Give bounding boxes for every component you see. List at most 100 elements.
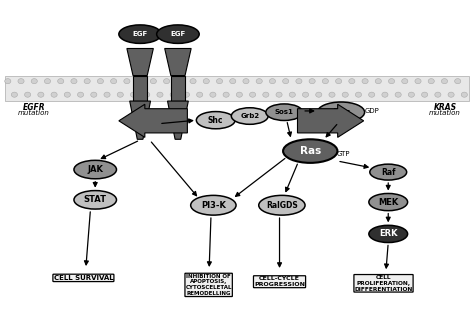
Ellipse shape <box>428 79 434 84</box>
Ellipse shape <box>170 92 176 97</box>
Ellipse shape <box>389 79 395 84</box>
Text: EGFR: EGFR <box>175 111 181 129</box>
Ellipse shape <box>104 92 110 97</box>
Text: ERK: ERK <box>379 229 398 238</box>
Ellipse shape <box>266 104 303 121</box>
Ellipse shape <box>230 79 236 84</box>
Ellipse shape <box>263 92 269 97</box>
Ellipse shape <box>117 92 123 97</box>
Ellipse shape <box>197 92 203 97</box>
Ellipse shape <box>157 92 163 97</box>
Ellipse shape <box>58 79 64 84</box>
Ellipse shape <box>362 79 368 84</box>
Ellipse shape <box>356 92 362 97</box>
Ellipse shape <box>283 79 289 84</box>
Text: EGF: EGF <box>133 31 148 37</box>
Ellipse shape <box>259 196 305 215</box>
Ellipse shape <box>369 92 375 97</box>
Ellipse shape <box>196 112 235 129</box>
Ellipse shape <box>77 92 83 97</box>
Ellipse shape <box>11 92 18 97</box>
Ellipse shape <box>137 79 143 84</box>
Text: mutation: mutation <box>18 110 50 116</box>
Text: CELL SURVIVAL: CELL SURVIVAL <box>54 275 113 281</box>
Ellipse shape <box>203 79 210 84</box>
Ellipse shape <box>382 92 388 97</box>
Ellipse shape <box>401 79 408 84</box>
Ellipse shape <box>342 92 348 97</box>
Text: STAT: STAT <box>84 195 107 204</box>
Ellipse shape <box>74 160 117 179</box>
Text: GTP: GTP <box>337 151 350 156</box>
Text: Raf: Raf <box>381 168 395 177</box>
Text: KRAS: KRAS <box>433 103 456 112</box>
Text: INHIBITION OF
APOPTOSIS,
CYTOSCELETAL
REMODELLING: INHIBITION OF APOPTOSIS, CYTOSCELETAL RE… <box>185 274 232 296</box>
Text: RalGDS: RalGDS <box>266 201 298 210</box>
Ellipse shape <box>302 92 309 97</box>
Ellipse shape <box>177 79 183 84</box>
Text: Shc: Shc <box>208 116 223 125</box>
Ellipse shape <box>415 79 421 84</box>
Ellipse shape <box>45 79 51 84</box>
Text: MEK: MEK <box>378 197 398 206</box>
Ellipse shape <box>164 79 170 84</box>
Polygon shape <box>164 49 191 76</box>
Ellipse shape <box>130 92 137 97</box>
Polygon shape <box>130 101 151 139</box>
Ellipse shape <box>74 191 117 209</box>
Ellipse shape <box>369 225 408 243</box>
Polygon shape <box>171 76 185 101</box>
Ellipse shape <box>435 92 441 97</box>
Ellipse shape <box>461 92 467 97</box>
Ellipse shape <box>91 92 97 97</box>
Text: Grb2: Grb2 <box>240 113 259 119</box>
Ellipse shape <box>64 92 71 97</box>
Ellipse shape <box>249 92 255 97</box>
Ellipse shape <box>349 79 355 84</box>
Ellipse shape <box>119 25 161 44</box>
Text: CELL
PROLIFERATION,
DIFFERENTIATION: CELL PROLIFERATION, DIFFERENTIATION <box>355 275 413 292</box>
Ellipse shape <box>395 92 401 97</box>
Ellipse shape <box>296 79 302 84</box>
Ellipse shape <box>31 79 37 84</box>
Ellipse shape <box>276 92 282 97</box>
Ellipse shape <box>243 79 249 84</box>
Ellipse shape <box>191 196 236 215</box>
Polygon shape <box>119 104 187 137</box>
Text: EGF: EGF <box>170 31 185 37</box>
Ellipse shape <box>455 79 461 84</box>
Ellipse shape <box>336 79 342 84</box>
Ellipse shape <box>269 79 275 84</box>
Ellipse shape <box>421 92 428 97</box>
Ellipse shape <box>256 79 262 84</box>
Ellipse shape <box>448 92 454 97</box>
Text: Sos1: Sos1 <box>275 109 294 115</box>
Text: mutation: mutation <box>429 110 461 116</box>
Ellipse shape <box>318 102 365 123</box>
Ellipse shape <box>289 92 295 97</box>
Text: JAK: JAK <box>87 165 103 174</box>
Text: EGFR: EGFR <box>22 103 45 112</box>
Ellipse shape <box>25 92 31 97</box>
Ellipse shape <box>237 92 242 97</box>
Ellipse shape <box>71 79 77 84</box>
Text: Ras: Ras <box>332 108 350 117</box>
Text: Ras: Ras <box>300 146 321 156</box>
Ellipse shape <box>408 92 414 97</box>
Ellipse shape <box>97 79 103 84</box>
Ellipse shape <box>124 79 130 84</box>
Ellipse shape <box>190 79 196 84</box>
Polygon shape <box>298 104 364 137</box>
Ellipse shape <box>84 79 90 84</box>
Ellipse shape <box>210 92 216 97</box>
Ellipse shape <box>329 92 335 97</box>
FancyBboxPatch shape <box>5 76 469 101</box>
Ellipse shape <box>217 79 223 84</box>
Ellipse shape <box>231 108 268 124</box>
Ellipse shape <box>144 92 150 97</box>
Text: GDP: GDP <box>365 108 379 114</box>
Ellipse shape <box>369 194 408 211</box>
Ellipse shape <box>283 139 337 163</box>
Ellipse shape <box>5 79 11 84</box>
Ellipse shape <box>38 92 44 97</box>
